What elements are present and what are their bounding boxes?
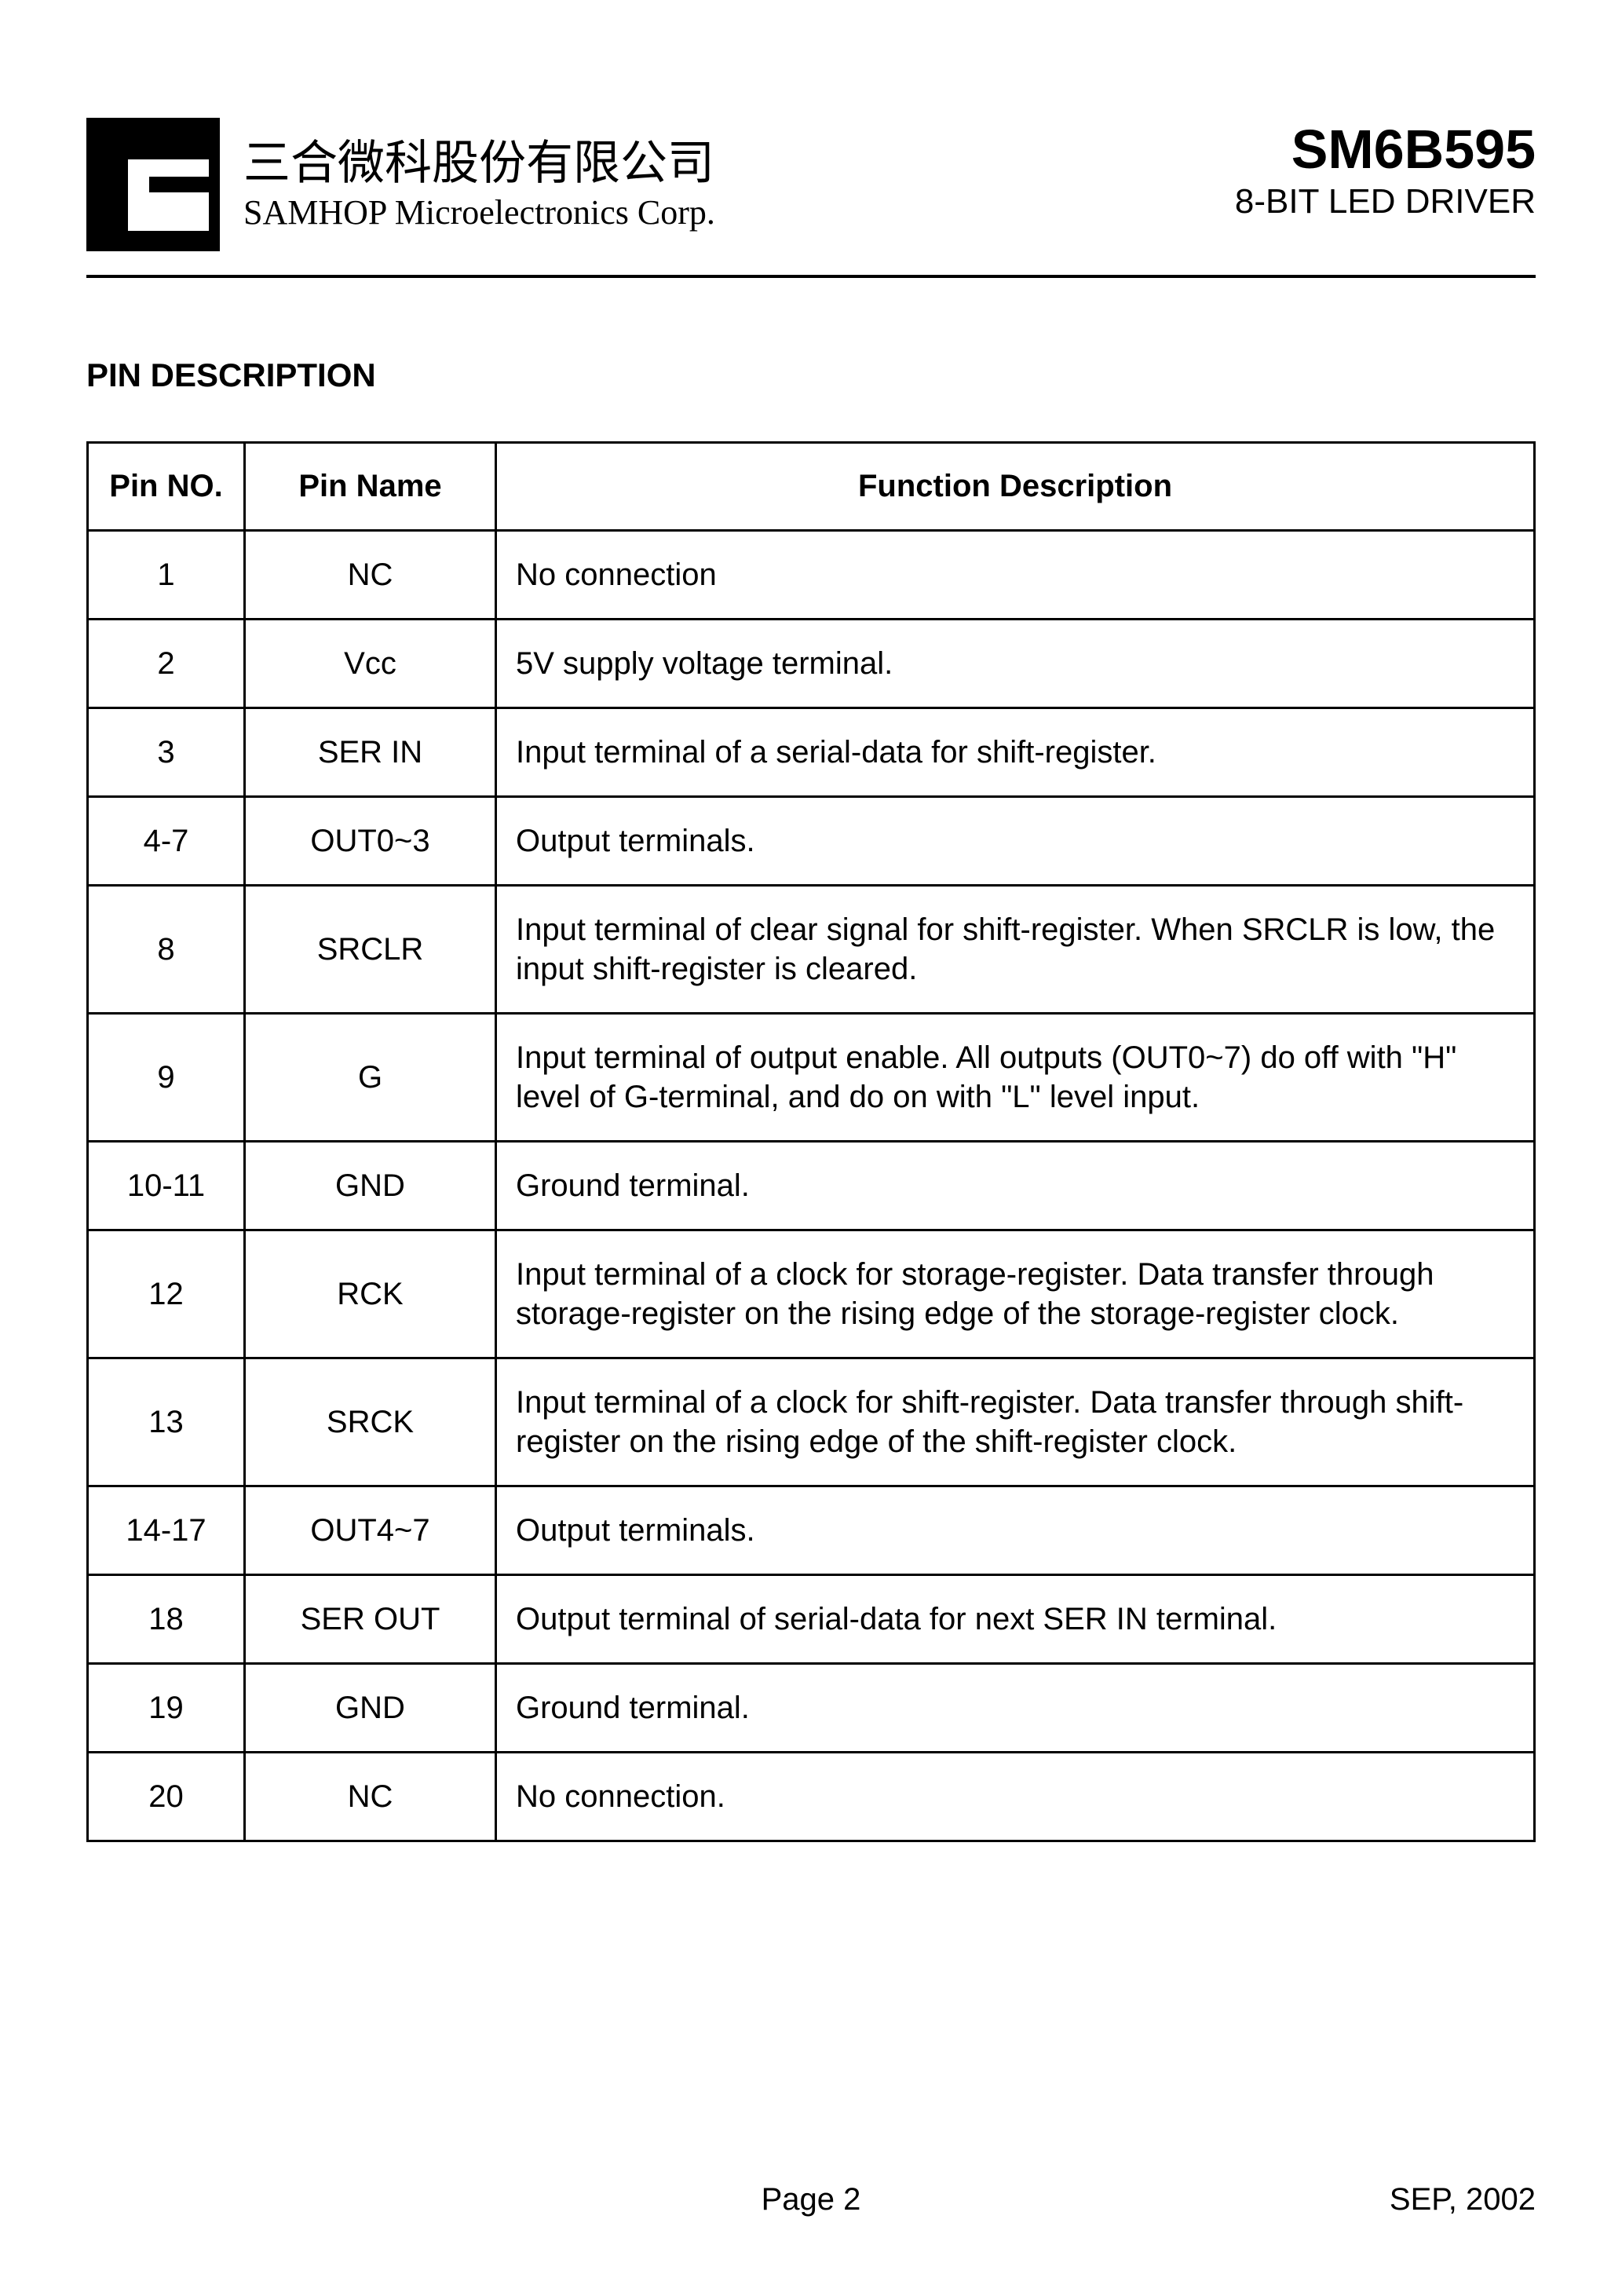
pin-desc-cell: Input terminal of a clock for storage-re… [496, 1230, 1535, 1358]
pin-desc-cell: No connection [496, 531, 1535, 620]
pin-no-cell: 4-7 [88, 797, 245, 886]
part-number: SM6B595 [1235, 118, 1536, 181]
pin-no-cell: 9 [88, 1014, 245, 1142]
pin-no-cell: 13 [88, 1358, 245, 1486]
pin-no-cell: 10-11 [88, 1142, 245, 1230]
page-header: 三合微科股份有限公司 SAMHOP Microelectronics Corp.… [86, 118, 1536, 278]
pin-no-cell: 8 [88, 886, 245, 1014]
company-name-cn: 三合微科股份有限公司 [243, 137, 715, 189]
table-row: 14-17 OUT4~7 Output terminals. [88, 1486, 1535, 1575]
pin-desc-cell: 5V supply voltage terminal. [496, 620, 1535, 708]
table-row: 20 NC No connection. [88, 1753, 1535, 1841]
pin-name-cell: Vcc [245, 620, 496, 708]
pin-desc-cell: Output terminals. [496, 797, 1535, 886]
pin-no-cell: 3 [88, 708, 245, 797]
pin-desc-cell: Ground terminal. [496, 1142, 1535, 1230]
pin-name-cell: SER IN [245, 708, 496, 797]
pin-no-cell: 19 [88, 1664, 245, 1753]
col-header-pin-name: Pin Name [245, 443, 496, 531]
pin-name-cell: SRCK [245, 1358, 496, 1486]
pin-description-table: Pin NO. Pin Name Function Description 1 … [86, 441, 1536, 1842]
table-row: 9 G Input terminal of output enable. All… [88, 1014, 1535, 1142]
pin-desc-cell: Input terminal of a serial-data for shif… [496, 708, 1535, 797]
datasheet-page: 三合微科股份有限公司 SAMHOP Microelectronics Corp.… [0, 0, 1622, 2296]
table-header-row: Pin NO. Pin Name Function Description [88, 443, 1535, 531]
col-header-function: Function Description [496, 443, 1535, 531]
pin-desc-cell: Ground terminal. [496, 1664, 1535, 1753]
pin-no-cell: 20 [88, 1753, 245, 1841]
pin-name-cell: NC [245, 531, 496, 620]
table-row: 18 SER OUT Output terminal of serial-dat… [88, 1575, 1535, 1664]
pin-name-cell: RCK [245, 1230, 496, 1358]
table-row: 19 GND Ground terminal. [88, 1664, 1535, 1753]
pin-name-cell: GND [245, 1664, 496, 1753]
pin-no-cell: 12 [88, 1230, 245, 1358]
header-left: 三合微科股份有限公司 SAMHOP Microelectronics Corp. [86, 118, 715, 251]
pin-name-cell: NC [245, 1753, 496, 1841]
pin-name-cell: OUT0~3 [245, 797, 496, 886]
table-row: 1 NC No connection [88, 531, 1535, 620]
pin-no-cell: 14-17 [88, 1486, 245, 1575]
pin-no-cell: 1 [88, 531, 245, 620]
pin-no-cell: 2 [88, 620, 245, 708]
pin-name-cell: OUT4~7 [245, 1486, 496, 1575]
page-date: SEP, 2002 [1390, 2182, 1536, 2217]
pin-name-cell: GND [245, 1142, 496, 1230]
table-body: 1 NC No connection 2 Vcc 5V supply volta… [88, 531, 1535, 1841]
header-right: SM6B595 8-BIT LED DRIVER [1235, 118, 1536, 221]
company-name-block: 三合微科股份有限公司 SAMHOP Microelectronics Corp. [243, 137, 715, 232]
pin-name-cell: G [245, 1014, 496, 1142]
pin-name-cell: SRCLR [245, 886, 496, 1014]
pin-desc-cell: Input terminal of output enable. All out… [496, 1014, 1535, 1142]
table-row: 2 Vcc 5V supply voltage terminal. [88, 620, 1535, 708]
company-logo-icon [86, 118, 220, 251]
page-footer: Page 2 SEP, 2002 [86, 2182, 1536, 2217]
company-name-en: SAMHOP Microelectronics Corp. [243, 192, 715, 232]
pin-desc-cell: Output terminals. [496, 1486, 1535, 1575]
col-header-pin-no: Pin NO. [88, 443, 245, 531]
section-title: PIN DESCRIPTION [86, 356, 1536, 394]
table-row: 8 SRCLR Input terminal of clear signal f… [88, 886, 1535, 1014]
table-row: 12 RCK Input terminal of a clock for sto… [88, 1230, 1535, 1358]
pin-name-cell: SER OUT [245, 1575, 496, 1664]
pin-desc-cell: Input terminal of clear signal for shift… [496, 886, 1535, 1014]
pin-desc-cell: No connection. [496, 1753, 1535, 1841]
table-row: 4-7 OUT0~3 Output terminals. [88, 797, 1535, 886]
pin-desc-cell: Input terminal of a clock for shift-regi… [496, 1358, 1535, 1486]
table-row: 3 SER IN Input terminal of a serial-data… [88, 708, 1535, 797]
table-row: 10-11 GND Ground terminal. [88, 1142, 1535, 1230]
pin-no-cell: 18 [88, 1575, 245, 1664]
page-number: Page 2 [762, 2182, 861, 2217]
table-row: 13 SRCK Input terminal of a clock for sh… [88, 1358, 1535, 1486]
part-description: 8-BIT LED DRIVER [1235, 182, 1536, 221]
pin-desc-cell: Output terminal of serial-data for next … [496, 1575, 1535, 1664]
